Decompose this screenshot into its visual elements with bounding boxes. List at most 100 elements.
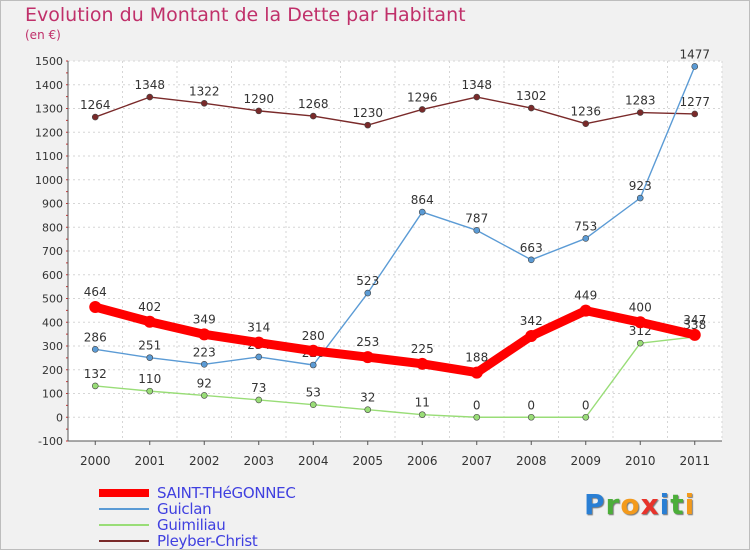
y-tick-label: 500: [42, 293, 63, 306]
data-point: [91, 382, 99, 390]
data-label: 449: [574, 289, 597, 303]
data-label: 253: [356, 335, 379, 349]
x-tick-label: 2004: [298, 454, 329, 468]
legend-label: Guiclan: [157, 500, 212, 518]
data-point: [691, 63, 699, 70]
data-label: 1277: [679, 95, 710, 109]
y-axis-tick: [66, 191, 68, 193]
data-point: [200, 99, 208, 107]
data-point: [473, 413, 481, 421]
data-point: [473, 93, 481, 101]
data-label: 787: [465, 211, 488, 225]
y-tick-label: 1100: [35, 150, 63, 163]
chart-legend: SAINT-THéGONNEC Guiclan Guimiliau Pleyber-C…: [99, 485, 349, 549]
y-axis-tick: [66, 250, 68, 252]
y-axis-tick: [66, 416, 68, 418]
data-label: 286: [84, 330, 107, 344]
y-axis-tick: [66, 226, 68, 228]
data-point: [527, 413, 535, 421]
legend-label: Guimiliau: [157, 516, 226, 534]
x-tick-label: 2005: [352, 454, 383, 468]
chart-unit-label: (en €): [25, 28, 61, 42]
data-point: [582, 120, 590, 127]
y-axis-tick: [66, 369, 68, 371]
y-axis-tick: [66, 155, 68, 157]
data-point: [470, 366, 483, 379]
y-tick-label: -100: [38, 435, 63, 448]
y-axis-tick: [66, 262, 68, 264]
data-point: [688, 328, 701, 341]
data-label: 1268: [298, 97, 329, 111]
data-label: 402: [138, 300, 161, 314]
x-tick-label: 2010: [625, 454, 656, 468]
data-label: 73: [251, 381, 266, 395]
data-point: [200, 392, 208, 399]
proxiti-logo: Proxiti: [584, 488, 695, 521]
data-label: 1290: [243, 92, 274, 106]
legend-swatch: [99, 524, 149, 526]
x-tick-label: 2007: [461, 454, 492, 468]
data-point: [636, 339, 644, 347]
data-point: [252, 336, 265, 349]
logo-letter: i: [684, 488, 696, 521]
data-label: 1230: [352, 106, 383, 120]
data-label: 110: [138, 372, 161, 386]
data-label: 523: [356, 274, 379, 288]
data-point: [309, 112, 317, 120]
y-tick-label: 800: [42, 221, 63, 234]
y-axis-tick: [66, 167, 68, 169]
y-tick-label: 700: [42, 245, 63, 258]
legend-item: Guimiliau: [99, 517, 349, 533]
data-point: [416, 357, 429, 370]
data-point: [473, 227, 481, 234]
x-tick-label: 2000: [80, 454, 111, 468]
data-label: 400: [629, 300, 652, 314]
y-tick-label: 400: [42, 316, 63, 329]
y-axis-tick: [66, 381, 68, 383]
data-label: 347: [683, 313, 706, 327]
y-axis-tick: [66, 84, 68, 86]
y-axis-tick: [66, 428, 68, 430]
data-label: 1302: [516, 89, 547, 103]
data-label: 251: [138, 339, 161, 353]
data-label: 1283: [625, 94, 656, 108]
data-label: 349: [193, 312, 216, 326]
x-tick-label: 2003: [243, 454, 274, 468]
data-point: [255, 396, 263, 404]
data-point: [527, 256, 535, 264]
legend-swatch: [99, 540, 149, 542]
data-label: 32: [360, 391, 375, 405]
data-point: [89, 301, 102, 314]
y-axis-tick: [66, 393, 68, 394]
data-point: [255, 353, 263, 361]
y-tick-label: 1400: [35, 79, 63, 92]
y-axis-tick: [66, 345, 68, 347]
y-tick-label: 1200: [35, 126, 63, 139]
y-tick-label: 600: [42, 269, 63, 282]
data-point: [418, 208, 426, 216]
data-point: [364, 406, 372, 413]
data-label: 188: [465, 351, 488, 365]
y-axis-tick: [66, 96, 68, 98]
data-point: [418, 106, 426, 113]
data-label: 0: [473, 398, 481, 412]
logo-letter: i: [659, 488, 671, 521]
data-point: [255, 107, 263, 115]
data-label: 1322: [189, 84, 220, 98]
data-label: 92: [197, 376, 212, 390]
data-label: 342: [520, 314, 543, 328]
data-point: [691, 110, 699, 118]
data-point: [525, 330, 538, 343]
data-label: 864: [411, 193, 434, 207]
legend-label: SAINT-THéGONNEC: [157, 484, 296, 502]
legend-swatch: [99, 489, 149, 497]
data-point: [582, 235, 590, 242]
y-tick-label: 1500: [35, 55, 63, 68]
y-axis-tick: [66, 238, 68, 240]
y-axis-tick: [66, 143, 68, 145]
y-tick-label: 1000: [35, 174, 63, 187]
y-axis-tick: [66, 214, 68, 216]
data-point: [579, 304, 592, 317]
y-tick-label: 1300: [35, 103, 63, 116]
